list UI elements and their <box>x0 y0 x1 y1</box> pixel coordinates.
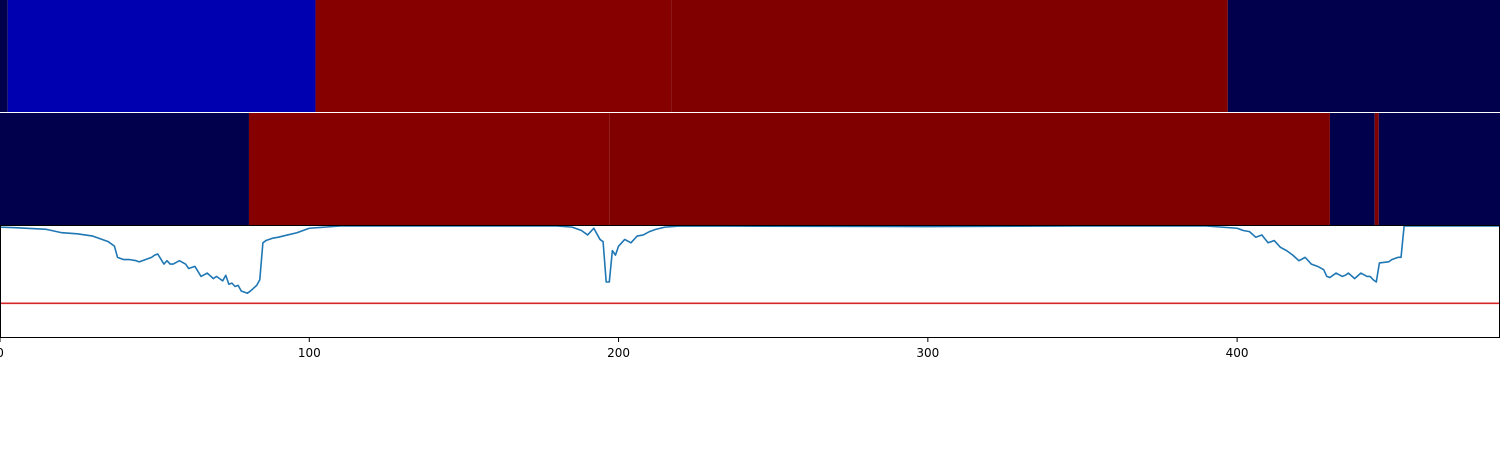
x-tick-label: 300 <box>916 346 939 360</box>
heatmap-top-cell <box>315 0 672 112</box>
heatmap-bottom-cell <box>1378 113 1500 225</box>
heatmap-bottom-panel <box>0 113 1500 225</box>
x-tick-label: 200 <box>607 346 630 360</box>
x-tick-label: 400 <box>1226 346 1249 360</box>
x-tick-label: 100 <box>298 346 321 360</box>
heatmap-top-cell <box>7 0 316 112</box>
heatmap-bottom-cell <box>248 113 610 225</box>
x-axis: 0 100 200 300 400 <box>0 338 1249 360</box>
heatmap-bottom-cell <box>1329 113 1375 225</box>
series-line <box>0 225 1500 294</box>
heatmap-top-cell <box>671 0 1228 112</box>
heatmap-top-cell <box>1227 0 1500 112</box>
x-tick-label: 0 <box>0 346 4 360</box>
heatmap-bottom-cell <box>0 113 249 225</box>
heatmap-bottom-cell <box>609 113 1330 225</box>
heatmap-top-cell <box>0 0 8 112</box>
heatmap-top-panel <box>0 0 1500 112</box>
heatmap-bottom-cell <box>1374 113 1379 225</box>
